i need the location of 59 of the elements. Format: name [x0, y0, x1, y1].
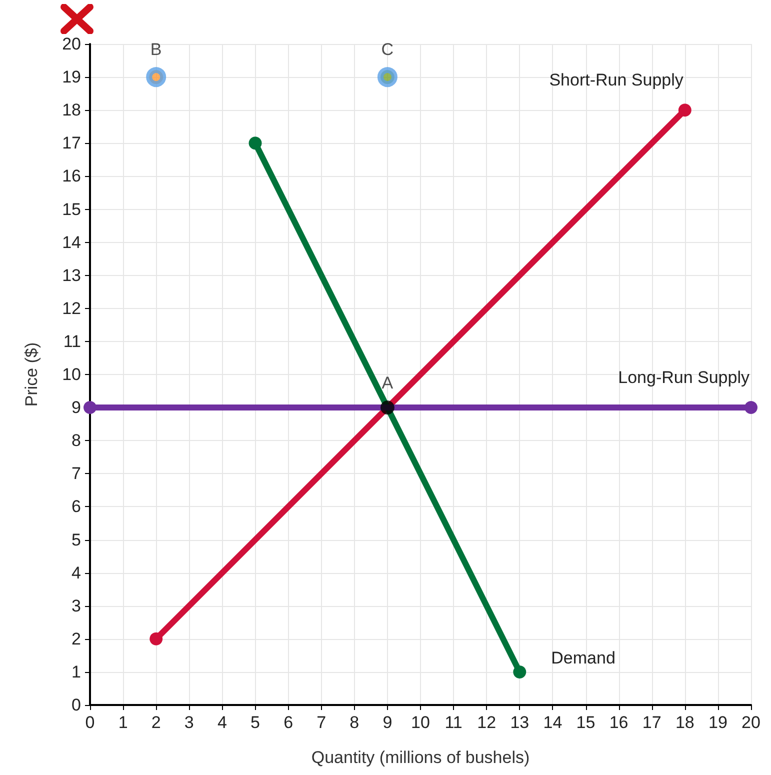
- x-axis-title: Quantity (millions of bushels): [311, 748, 530, 767]
- x-tick-label: 11: [444, 713, 462, 732]
- y-tick-label: 2: [72, 629, 81, 648]
- x-tick-label: 1: [118, 713, 128, 732]
- x-tick-label: 16: [609, 713, 628, 732]
- y-tick-label: 7: [72, 464, 81, 484]
- x-tick-label: 8: [350, 713, 360, 732]
- x-tick-label: 14: [543, 713, 562, 732]
- x-tick-label: 6: [284, 713, 294, 732]
- y-tick-label: 10: [62, 365, 81, 384]
- y-tick-label: 8: [72, 431, 81, 450]
- series-label: B: [150, 40, 162, 60]
- y-tick-label: 15: [62, 200, 81, 219]
- x-tick-label: 18: [675, 713, 694, 732]
- y-tick-label: 18: [62, 100, 81, 120]
- y-tick-label: 16: [62, 166, 81, 186]
- x-tick-label: 12: [477, 713, 496, 732]
- y-tick-label: 0: [72, 696, 81, 714]
- point: [146, 67, 166, 88]
- x-tick-label: 2: [151, 713, 161, 732]
- series-label: Short-Run Supply: [549, 70, 684, 90]
- y-tick-label: 13: [62, 266, 81, 285]
- x-tick-label: 0: [85, 713, 95, 732]
- point: [744, 401, 758, 414]
- x-tick-label: 9: [382, 713, 392, 732]
- point: [377, 67, 398, 88]
- y-tick-label: 19: [62, 68, 81, 87]
- series-label: Demand: [551, 648, 616, 668]
- x-tick-label: 10: [411, 713, 430, 732]
- y-tick-label: 20: [62, 34, 81, 54]
- point: [150, 632, 163, 646]
- x-tick-label: 17: [642, 713, 662, 732]
- x-tick-label: 19: [708, 713, 728, 732]
- point: [380, 400, 394, 415]
- y-tick-label: 5: [72, 530, 81, 550]
- x-tick-label: 4: [217, 713, 227, 732]
- series-label: Long-Run Supply: [618, 368, 750, 388]
- x-tick-label: 13: [510, 713, 530, 732]
- point: [248, 136, 262, 150]
- series-label: C: [381, 40, 394, 60]
- y-tick-label: 3: [72, 596, 81, 616]
- x-tick-label: 15: [576, 713, 596, 732]
- y-tick-label: 12: [62, 298, 81, 318]
- y-tick-label: 6: [72, 497, 81, 516]
- x-tick-label: 5: [250, 713, 260, 732]
- x-tick-label: 7: [316, 713, 326, 732]
- y-tick-label: 4: [72, 563, 81, 582]
- x-tick-label: 20: [742, 713, 760, 732]
- series-label: A: [382, 374, 394, 393]
- point: [513, 665, 526, 678]
- y-tick-label: 14: [62, 232, 81, 252]
- point: [84, 401, 96, 414]
- y-tick-label: 11: [63, 332, 81, 351]
- y-tick-label: 17: [62, 134, 81, 153]
- y-tick-label: 9: [72, 398, 81, 418]
- point: [678, 104, 692, 117]
- y-axis-title: Price ($): [22, 342, 41, 407]
- y-tick-label: 1: [72, 662, 81, 682]
- x-tick-label: 3: [184, 713, 194, 732]
